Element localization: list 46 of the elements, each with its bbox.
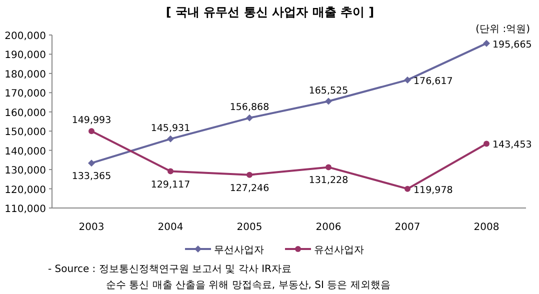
data-label: 145,931: [150, 122, 190, 134]
point: [484, 140, 490, 147]
data-label: 133,365: [72, 171, 112, 182]
x-tick-label: 2003: [78, 222, 104, 233]
point: [404, 186, 410, 192]
x-tick-label: 2006: [316, 222, 342, 233]
point: [88, 128, 94, 134]
point: [88, 160, 95, 167]
data-label: 156,868: [230, 102, 270, 113]
data-label: 127,246: [230, 182, 270, 194]
point: [404, 76, 411, 84]
data-label: 176,617: [414, 76, 453, 87]
data-label: 165,525: [308, 85, 348, 96]
x-tick-label: 2005: [236, 222, 262, 233]
data-label: 129,117: [150, 179, 190, 190]
y-tick-label: 170,000: [4, 88, 46, 100]
x-tick-label: 2004: [158, 222, 184, 233]
data-label: 149,993: [72, 115, 112, 126]
y-tick-label: 110,000: [4, 204, 46, 215]
x-tick-label: 2007: [394, 222, 420, 233]
data-label: 195,665: [492, 39, 532, 50]
text: 순수 통신 매출 산출을 위해 망접속료, 부동산, SI 등은 제외했음: [106, 280, 390, 291]
data-label: 143,453: [492, 140, 532, 151]
y-tick-label: 180,000: [4, 69, 46, 80]
data-label: 131,228: [308, 175, 348, 186]
y-tick-label: 140,000: [4, 146, 46, 158]
text: - Source : 정보통신정책연구원 보고서 및 각사 IR자료: [48, 264, 292, 275]
point: [325, 98, 332, 105]
y-tick-label: 130,000: [4, 166, 46, 177]
y-tick-label: 150,000: [4, 127, 46, 138]
point: [246, 114, 253, 122]
chart-title: [ 국내 유무선 통신 사업자 매출 추이 ]: [166, 5, 374, 19]
y-tick-label: 190,000: [4, 50, 46, 62]
legend-label: 무선사업자: [214, 245, 264, 256]
y-tick-label: 120,000: [4, 184, 46, 196]
data-label: 119,978: [414, 184, 453, 196]
legend-label: 유선사업자: [314, 245, 364, 256]
y-tick-label: 160,000: [4, 108, 46, 119]
x-tick-label: 2008: [474, 222, 500, 233]
point: [246, 172, 252, 178]
point: [168, 168, 174, 174]
point: [167, 135, 174, 142]
point: [483, 40, 490, 47]
point: [326, 164, 332, 170]
annotation: (단위 :억원): [476, 24, 530, 35]
y-tick-label: 200,000: [4, 31, 46, 42]
